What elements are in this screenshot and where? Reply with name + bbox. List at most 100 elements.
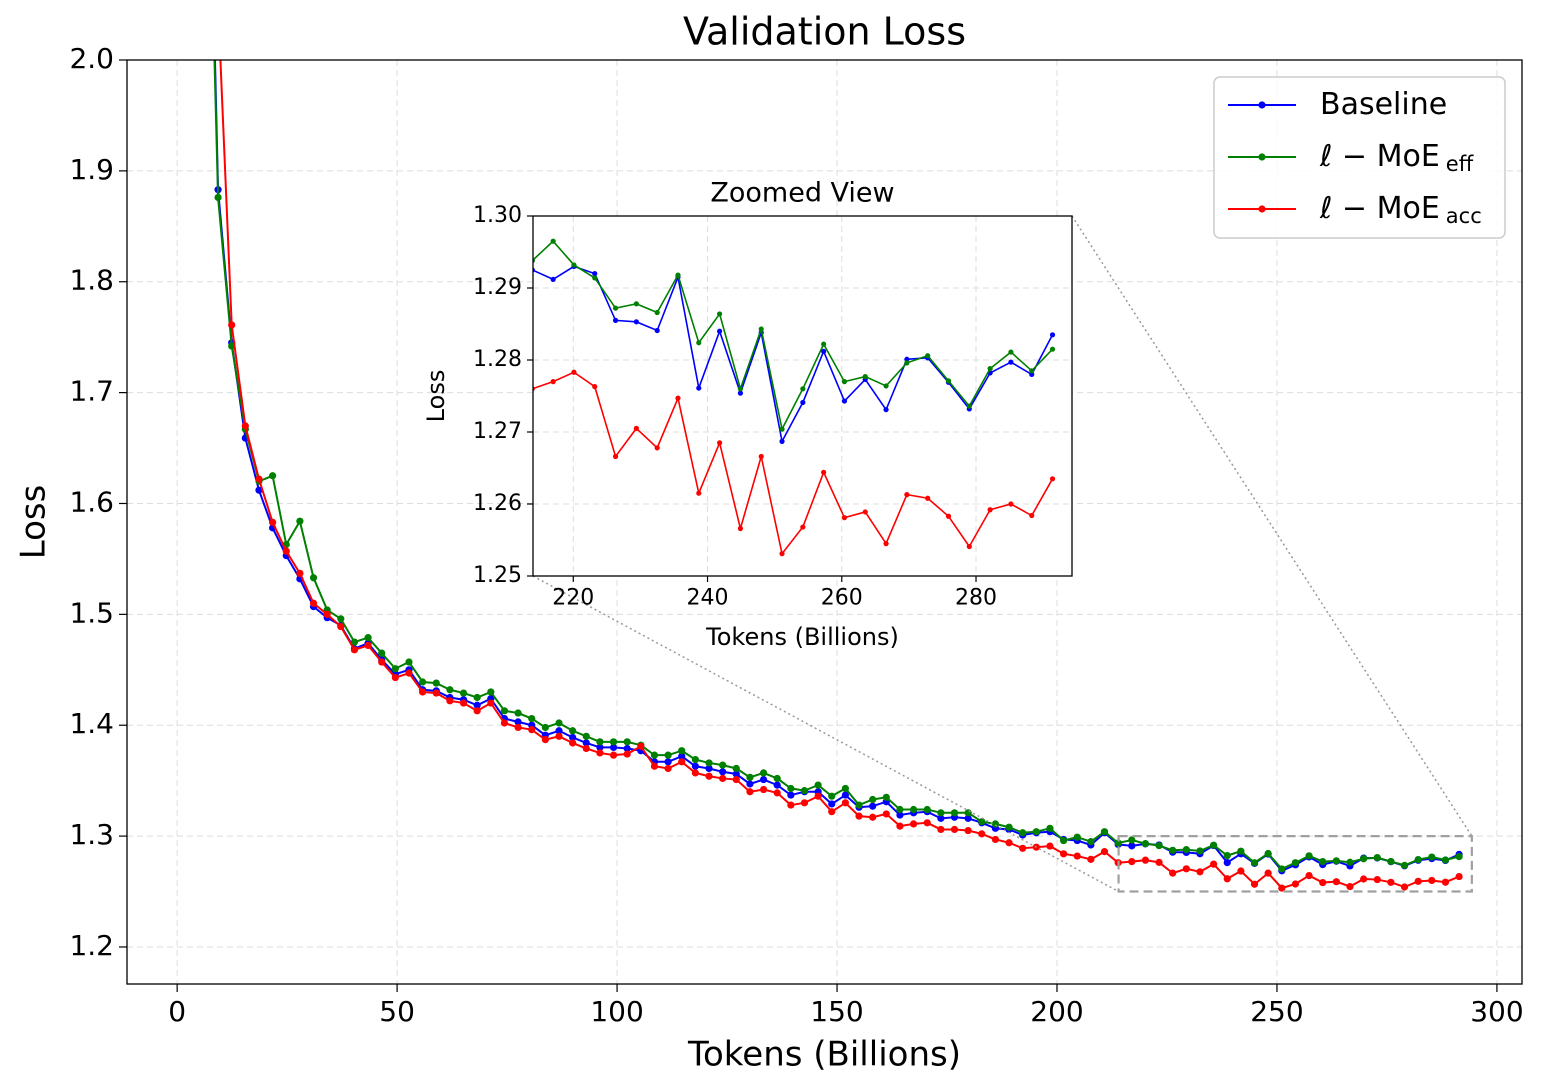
data-point [800,399,806,406]
data-point [779,551,785,557]
data-point [821,341,827,347]
y-axis-label: Loss [422,370,450,423]
data-point [378,649,386,657]
data-point [1114,839,1122,847]
data-point [896,811,904,819]
data-point [1441,878,1450,886]
data-point [759,769,768,777]
data-point [1100,848,1109,856]
data-point [596,743,604,752]
y-tick-label: 1.9 [69,153,114,186]
data-point [596,738,604,746]
data-point [746,788,754,796]
data-point [1373,875,1381,884]
data-point [896,805,904,814]
data-point [1223,875,1231,883]
data-point [364,641,372,649]
data-point [904,360,910,366]
y-tick-label: 1.7 [69,375,114,408]
data-point [487,699,495,707]
data-point [612,305,619,311]
data-point [800,799,809,807]
data-point [841,791,849,799]
data-point [828,800,836,808]
data-point [1141,840,1150,848]
data-point [612,317,619,323]
data-point [937,825,945,834]
data-point [909,820,918,828]
data-point [650,751,659,759]
data-point [1387,878,1395,886]
legend-label: Baseline [1320,87,1447,122]
plot-frame [532,215,1073,577]
data-point [746,780,754,788]
data-point [1278,884,1286,892]
legend-marker [1258,153,1266,161]
data-point [1005,839,1013,847]
data-point [633,425,639,431]
data-point [514,709,522,717]
data-point [1032,828,1040,836]
x-tick-label: 150 [810,995,863,1028]
data-point [364,634,372,642]
data-point [732,770,740,778]
data-point [1360,875,1368,883]
data-point [855,812,863,820]
x-tick-label: 100 [590,995,643,1028]
data-point [592,384,598,390]
data-point [950,809,959,817]
data-point [923,819,931,827]
data-point [405,669,413,677]
data-point [1360,855,1368,863]
data-point [1182,865,1190,873]
data-point [214,1,221,8]
data-point [1019,829,1027,837]
data-point [571,262,577,268]
data-point [1319,878,1327,887]
data-point [623,750,631,758]
data-point [296,569,304,577]
x-tick-label: 300 [1470,995,1523,1028]
data-point [987,507,993,513]
data-point [405,658,413,666]
data-point [1400,861,1409,869]
data-point [925,353,931,359]
data-point [419,678,427,686]
data-point [787,791,795,799]
data-point [991,820,1000,828]
data-point [869,795,877,804]
data-point [737,525,744,532]
data-point [1128,836,1136,844]
series-line [533,371,1054,556]
y-tick-label: 1.2 [69,929,114,962]
data-point [841,784,849,793]
data-point [678,747,686,755]
data-point [855,801,863,809]
data-point [582,739,590,747]
data-point [571,369,577,375]
data-point [945,378,952,384]
data-point [1049,346,1056,352]
data-point [596,749,604,757]
plot-frame [126,59,1523,985]
data-point [909,805,918,814]
data-point [1237,847,1245,855]
data-point [966,543,972,550]
data-point [255,486,263,494]
data-point [1073,833,1081,841]
data-point [623,738,631,746]
data-point [323,610,331,618]
data-point [633,319,639,325]
data-point [609,738,618,746]
data-point [773,781,781,789]
data-point [309,574,318,582]
data-point [773,774,781,783]
x-tick-label: 220 [552,586,594,611]
data-point [541,723,549,732]
data-point [691,762,699,770]
data-point [1291,859,1300,867]
legend-box [1213,76,1506,239]
data-point [654,309,660,316]
data-point [487,688,495,696]
